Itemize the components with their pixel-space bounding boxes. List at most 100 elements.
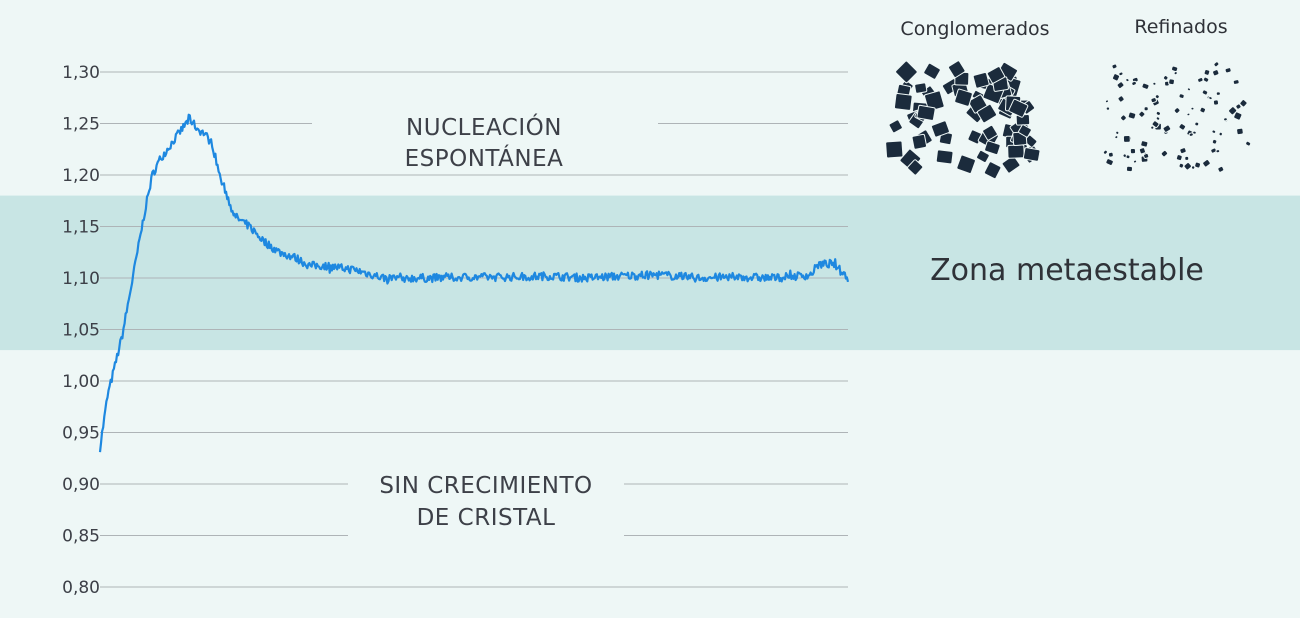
crystal-mark xyxy=(1127,111,1137,120)
crystal-mark xyxy=(1104,99,1109,104)
crystal-mark xyxy=(1120,114,1127,122)
crystal-mark xyxy=(1218,131,1223,137)
crystal-mark xyxy=(1212,99,1220,106)
crystal-mark xyxy=(1190,106,1195,111)
crystal-mark xyxy=(986,66,1006,84)
y-tick-label: 0,80 xyxy=(62,578,100,598)
crystal-mark xyxy=(1199,106,1207,114)
crystal-mark xyxy=(983,161,1002,180)
crystal-mark xyxy=(1102,149,1108,155)
crystal-mark xyxy=(1184,155,1190,161)
crystal-mark xyxy=(1008,98,1029,118)
crystal-mark xyxy=(1154,94,1160,100)
y-axis-tick-labels: 1,30 1,25 1,20 1,15 1,10 1,05 1,00 0,95 0,90 0,85… xyxy=(62,63,100,598)
crystal-mark xyxy=(1194,121,1200,127)
crystal-mark xyxy=(1211,138,1218,145)
annotation-nucleation-line1: NUCLEACIÓN xyxy=(406,113,562,141)
crystal-mark xyxy=(1131,80,1137,86)
crystal-mark xyxy=(1151,120,1160,128)
crystal-mark xyxy=(1107,151,1114,158)
y-tick-label: 1,15 xyxy=(62,218,100,238)
crystal-mark xyxy=(895,60,918,84)
crystal-mark xyxy=(916,104,936,121)
crystal-mark xyxy=(1129,147,1137,155)
crystal-mark xyxy=(1178,123,1187,131)
crystal-mark xyxy=(1143,106,1149,112)
crystal-mark xyxy=(1215,149,1221,154)
crystal-mark xyxy=(976,103,998,124)
crystal-mark xyxy=(1175,154,1183,162)
y-tick-label: 1,20 xyxy=(62,166,100,186)
crystal-mark xyxy=(1173,107,1181,114)
refined-crystals-icon xyxy=(1102,61,1252,173)
crystal-mark xyxy=(1170,65,1179,73)
y-tick-label: 0,85 xyxy=(62,527,100,547)
crystal-mark xyxy=(1150,125,1155,130)
crystal-mark xyxy=(1197,77,1204,83)
crystal-mark xyxy=(1186,112,1191,117)
crystal-mark xyxy=(1111,63,1118,70)
crystal-mark xyxy=(1117,95,1125,103)
crystal-mark xyxy=(1001,155,1021,174)
crystal-mark xyxy=(1114,135,1119,140)
crystal-mark xyxy=(1178,93,1185,99)
crystal-mark xyxy=(1162,75,1169,81)
crystal-mark xyxy=(1111,73,1121,82)
crystal-mark xyxy=(1152,81,1157,86)
legend-label-conglomerados: Conglomerados xyxy=(900,18,1049,40)
crystal-mark xyxy=(930,120,950,138)
crystal-mark xyxy=(1155,116,1161,121)
crystal-mark xyxy=(1210,147,1217,154)
crystal-mark xyxy=(1212,69,1220,77)
crystal-mark xyxy=(1245,140,1252,147)
crystal-mark xyxy=(1202,76,1210,83)
crystal-mark xyxy=(1208,96,1213,101)
crystal-mark xyxy=(924,90,945,112)
crystal-mark xyxy=(1125,165,1133,173)
crystal-mark xyxy=(1203,69,1211,76)
crystal-mark xyxy=(1224,67,1232,74)
crystal-mark xyxy=(1178,162,1185,169)
crystal-mark xyxy=(935,149,954,165)
crystal-mark xyxy=(1213,61,1220,68)
crystal-mark xyxy=(914,82,928,94)
crystal-mark xyxy=(1105,106,1111,111)
crystal-mark xyxy=(885,140,904,159)
legend-label-refinados: Refinados xyxy=(1134,16,1227,38)
series-line xyxy=(98,113,850,453)
crystal-mark xyxy=(1143,152,1150,159)
crystal-mark xyxy=(1233,111,1243,121)
crystal-mark xyxy=(1125,78,1130,83)
crystal-mark xyxy=(1232,79,1240,85)
y-tick-label: 1,10 xyxy=(62,269,100,289)
annotation-no-growth-line1: SIN CRECIMIENTO xyxy=(379,473,592,499)
crystal-mark xyxy=(1018,124,1032,138)
y-tick-label: 0,90 xyxy=(62,475,100,495)
crystal-mark xyxy=(1140,140,1149,148)
y-tick-label: 1,25 xyxy=(62,115,100,135)
crystal-mark xyxy=(1236,127,1244,136)
y-tick-label: 0,95 xyxy=(62,424,100,444)
crystal-mark xyxy=(1183,162,1192,171)
crystal-mark xyxy=(1122,135,1131,143)
y-tick-label: 1,30 xyxy=(62,63,100,83)
crystal-mark xyxy=(1138,147,1146,155)
crystal-mark xyxy=(1223,117,1228,122)
crystal-mark xyxy=(1138,110,1146,118)
crystal-mark xyxy=(1160,149,1169,158)
crystal-mark xyxy=(984,140,1001,156)
annotation-nucleation-line2: ESPONTÁNEA xyxy=(405,144,564,172)
crystal-mark xyxy=(907,159,924,176)
crystal-mark xyxy=(1105,158,1114,166)
crystal-mark xyxy=(1217,165,1225,173)
crystal-mark xyxy=(1173,71,1178,76)
crystal-mark xyxy=(1186,87,1191,92)
crystal-mark xyxy=(893,92,913,111)
crystal-mark xyxy=(1194,161,1202,169)
crystal-mark xyxy=(1201,89,1209,96)
crystal-mark xyxy=(1168,78,1175,86)
crystal-mark xyxy=(1116,81,1125,90)
y-tick-label: 1,05 xyxy=(62,321,100,341)
crystal-mark xyxy=(1118,71,1124,77)
